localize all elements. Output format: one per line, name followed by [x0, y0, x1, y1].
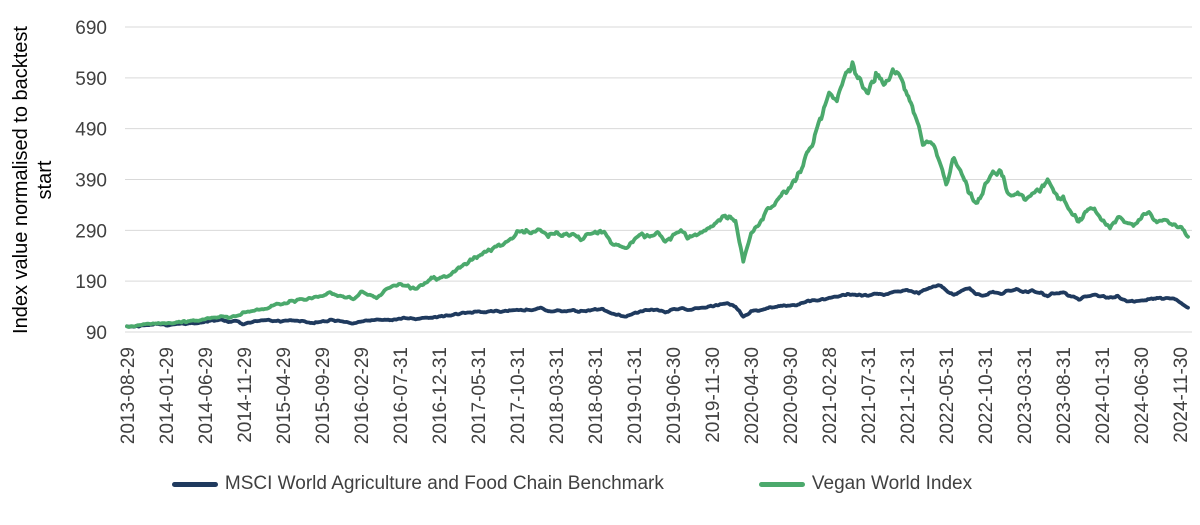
x-tick-label: 2017-05-31	[469, 347, 490, 444]
legend-item-vegan-world-index: Vegan World Index	[758, 473, 973, 495]
x-tick-label: 2022-10-31	[976, 347, 997, 444]
x-tick-label: 2016-07-31	[391, 347, 412, 444]
x-tick-label: 2018-03-31	[547, 347, 568, 444]
gridlines	[125, 26, 1192, 333]
x-tick-label: 2019-01-31	[625, 347, 646, 444]
y-axis-title: Index value normalised to backtest start	[10, 26, 56, 334]
legend-line-swatch	[171, 481, 218, 487]
y-tick-label: 390	[75, 171, 107, 192]
x-tick-label: 2024-06-30	[1132, 347, 1153, 444]
series-line-msci-benchmark	[125, 283, 1190, 329]
legend-label: Vegan World Index	[811, 473, 973, 494]
y-axis-tick-labels: 90 190 290 390 490 590 690	[75, 18, 107, 344]
x-tick-label: 2017-10-31	[508, 347, 529, 444]
x-tick-label: 2014-01-29	[157, 347, 178, 444]
legend: MSCI World Agriculture and Food Chain Be…	[0, 473, 1172, 495]
y-tick-label: 690	[75, 18, 107, 39]
y-axis-title-line2: start	[34, 160, 56, 199]
x-tick-label: 2014-11-29	[235, 347, 256, 443]
legend-item-msci-benchmark: MSCI World Agriculture and Food Chain Be…	[171, 473, 664, 495]
series-lines	[125, 60, 1190, 329]
x-tick-label: 2019-11-30	[703, 347, 724, 443]
x-tick-label: 2016-12-31	[430, 347, 451, 444]
legend-line-swatch	[758, 481, 805, 487]
x-tick-label: 2021-12-31	[898, 347, 919, 444]
x-tick-label: 2020-09-30	[781, 347, 802, 444]
x-tick-label: 2015-04-29	[274, 347, 295, 444]
y-tick-label: 290	[75, 221, 107, 242]
y-tick-label: 190	[75, 272, 107, 293]
x-tick-label: 2023-08-31	[1054, 347, 1075, 444]
y-tick-label: 590	[75, 69, 107, 90]
x-tick-label: 2024-01-31	[1093, 347, 1114, 444]
y-tick-label: 490	[75, 120, 107, 141]
x-tick-label: 2020-04-30	[742, 347, 763, 444]
x-tick-label: 2015-09-29	[313, 347, 334, 444]
x-tick-label: 2021-07-31	[859, 347, 880, 444]
y-tick-label: 90	[86, 323, 107, 344]
x-tick-label: 2022-05-31	[937, 347, 958, 444]
x-tick-label: 2024-11-30	[1171, 347, 1192, 443]
x-tick-label: 2019-06-30	[664, 347, 685, 444]
y-axis-title-line1: Index value normalised to backtest	[10, 26, 32, 334]
x-tick-label: 2014-06-29	[196, 347, 217, 444]
x-tick-label: 2018-08-31	[586, 347, 607, 444]
x-tick-label: 2016-02-29	[352, 347, 373, 444]
series-line-vegan-world-index	[125, 60, 1190, 329]
x-tick-label: 2023-03-31	[1015, 347, 1036, 444]
x-tick-label: 2013-08-29	[118, 347, 139, 444]
legend-label: MSCI World Agriculture and Food Chain Be…	[224, 473, 664, 494]
x-axis-tick-labels: 2013-08-29 2014-01-29 2014-06-29 2014-11-29…	[118, 347, 1192, 444]
x-tick-label: 2021-02-28	[820, 347, 841, 444]
